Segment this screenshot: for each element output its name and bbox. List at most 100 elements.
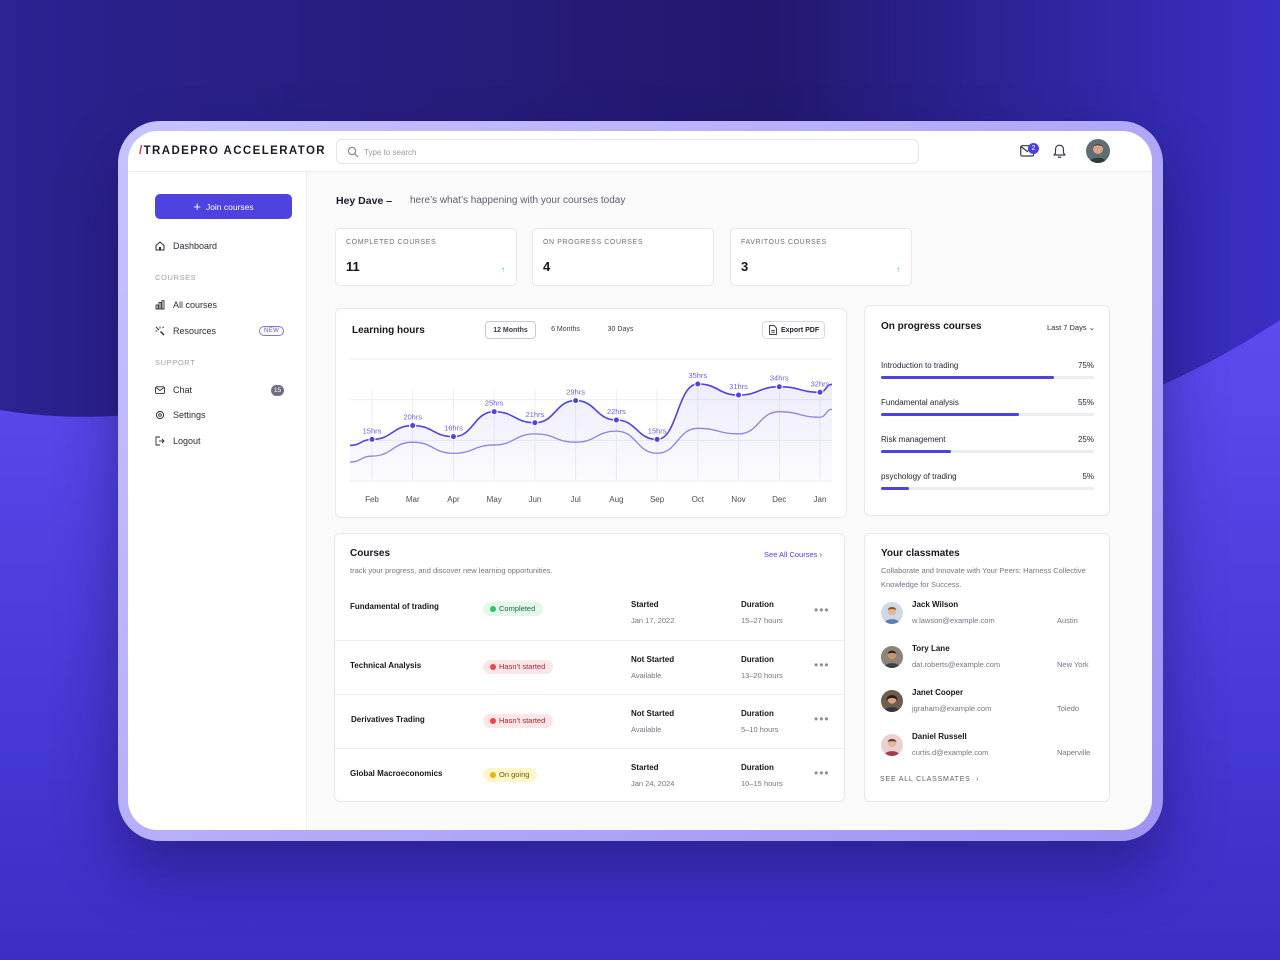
section-label-support: SUPPORT — [155, 358, 196, 367]
bell-icon[interactable] — [1053, 144, 1066, 159]
classmates-title: Your classmates — [881, 548, 960, 559]
list-item[interactable]: Janet Cooper jgraham@example.com Toledo — [881, 688, 1101, 718]
progress-item-percent: 55% — [1077, 398, 1094, 407]
stat-value: 11 — [346, 259, 360, 274]
sidebar-item-label: All courses — [173, 300, 218, 310]
classmate-email: w.lawson@example.com — [912, 616, 995, 625]
see-all-courses-link[interactable]: See All Courses › — [764, 550, 822, 559]
sidebar: + Join courses Dashboard COURSES All cour… — [128, 172, 307, 830]
sidebar-item-label: Dashboard — [173, 241, 218, 251]
duration-value: 13–20 hours — [741, 671, 783, 680]
duration-value: 15–27 hours — [741, 616, 783, 625]
status-dot — [490, 718, 496, 724]
x-tick-label: Mar — [406, 495, 420, 504]
stat-card-completed: COMPLETED COURSES 11 ↑ — [335, 228, 517, 286]
status-badge: On going — [483, 768, 538, 782]
more-options-icon[interactable]: ••• — [814, 766, 830, 780]
export-pdf-button[interactable]: Export PDF — [762, 321, 825, 339]
status-dot — [490, 606, 496, 612]
data-point — [490, 408, 498, 416]
classmate-name: Janet Cooper — [912, 688, 964, 697]
classmate-city: Toledo — [1057, 704, 1080, 713]
x-tick-label: Dec — [772, 495, 786, 504]
avatar — [881, 646, 903, 668]
trend-up-icon: ↑ — [501, 265, 505, 274]
list-item[interactable]: Jack Wilson w.lawson@example.com Austin — [881, 600, 1101, 630]
course-start-date: Jan 24, 2024 — [631, 779, 675, 788]
x-tick-label: Feb — [365, 495, 379, 504]
bar-chart-icon — [155, 300, 165, 310]
x-tick-label: Oct — [692, 495, 705, 504]
gear-icon — [155, 410, 165, 420]
x-tick-label: Jun — [528, 495, 541, 504]
progress-item[interactable]: Fundamental analysis 55% — [881, 398, 1094, 418]
progress-item-percent: 75% — [1077, 361, 1094, 370]
sidebar-item-label: Resources — [173, 326, 217, 336]
series-line-secondary — [349, 408, 833, 463]
progress-track — [881, 487, 1094, 490]
greeting-subtitle: here’s what’s happening with your course… — [410, 195, 626, 206]
progress-fill — [881, 487, 909, 490]
user-avatar[interactable] — [1086, 139, 1110, 163]
data-point — [368, 435, 376, 443]
search-box[interactable] — [336, 139, 919, 164]
section-label-courses: COURSES — [155, 273, 197, 282]
on-progress-title: On progress courses — [881, 321, 982, 332]
app-window: /TRADEPRO ACCELERATOR 2 + Join courses Da… — [128, 131, 1152, 830]
progress-item-percent: 5% — [1082, 472, 1094, 481]
x-tick-label: Nov — [731, 495, 745, 504]
duration-label: Duration — [741, 709, 774, 718]
status-badge-label: Hasn’t started — [499, 716, 546, 725]
progress-item[interactable]: Risk management 25% — [881, 435, 1094, 455]
avatar — [881, 690, 903, 712]
classmate-name: Jack Wilson — [912, 600, 959, 609]
stat-value: 3 — [741, 259, 749, 274]
data-label: 25hrs — [485, 399, 504, 408]
course-name: Technical Analysis — [350, 661, 422, 670]
stat-label: ON PROGRESS COURSES — [543, 239, 644, 246]
more-options-icon[interactable]: ••• — [814, 603, 830, 617]
list-item[interactable]: Tory Lane dat.roberts@example.com New Yo… — [881, 644, 1101, 674]
data-label: 29hrs — [566, 388, 585, 397]
new-badge: NEW — [259, 326, 285, 336]
logo-slash: / — [139, 145, 144, 157]
app-logo[interactable]: /TRADEPRO ACCELERATOR — [139, 145, 326, 157]
tab-6-months[interactable]: 6 Months — [551, 326, 580, 333]
tab-12-months[interactable]: 12 Months — [485, 321, 536, 339]
duration-value: 10–15 hours — [741, 779, 783, 788]
progress-item[interactable]: Introduction to trading 75% — [881, 361, 1094, 381]
series-line-primary — [349, 383, 833, 447]
more-options-icon[interactable]: ••• — [814, 712, 830, 726]
progress-fill — [881, 413, 1020, 416]
mail-icon — [155, 386, 165, 394]
data-point — [816, 388, 824, 396]
join-courses-button[interactable]: + Join courses — [155, 194, 292, 219]
x-tick-label: Jan — [814, 495, 827, 504]
courses-card: Courses track your progress, and discove… — [334, 533, 845, 802]
table-row[interactable]: Derivatives Trading Hasn’t started Not S… — [335, 694, 844, 748]
classmate-email: jgraham@example.com — [912, 704, 992, 713]
export-pdf-label: Export PDF — [781, 327, 820, 334]
chevron-down-icon: ⌄ — [1088, 323, 1095, 332]
join-courses-label: Join courses — [205, 202, 254, 212]
period-dropdown[interactable]: Last 7 Days ⌄ — [1047, 323, 1095, 332]
data-point — [409, 422, 417, 430]
progress-item[interactable]: psychology of trading 5% — [881, 472, 1094, 492]
data-point — [775, 383, 783, 391]
data-point — [449, 433, 457, 441]
search-input[interactable] — [364, 143, 904, 161]
see-all-classmates-link[interactable]: SEE ALL CLASSMATES › — [880, 776, 979, 783]
table-row[interactable]: Global Macroeconomics On going Started J… — [335, 748, 844, 802]
progress-item-percent: 25% — [1077, 435, 1094, 444]
home-icon — [155, 241, 165, 251]
course-status: Not Started — [631, 655, 675, 664]
more-options-icon[interactable]: ••• — [814, 658, 830, 672]
tab-30-days[interactable]: 30 Days — [607, 326, 634, 333]
table-row[interactable]: Fundamental of trading Completed Started… — [335, 586, 844, 640]
progress-item-name: Risk management — [881, 435, 946, 444]
classmate-name: Daniel Russell — [912, 732, 967, 741]
data-label: 32hrs — [811, 379, 830, 388]
list-item[interactable]: Daniel Russell curtis.d@example.com Nape… — [881, 732, 1101, 762]
classmate-city: Austin — [1057, 616, 1078, 625]
table-row[interactable]: Technical Analysis Hasn’t started Not St… — [335, 640, 844, 694]
